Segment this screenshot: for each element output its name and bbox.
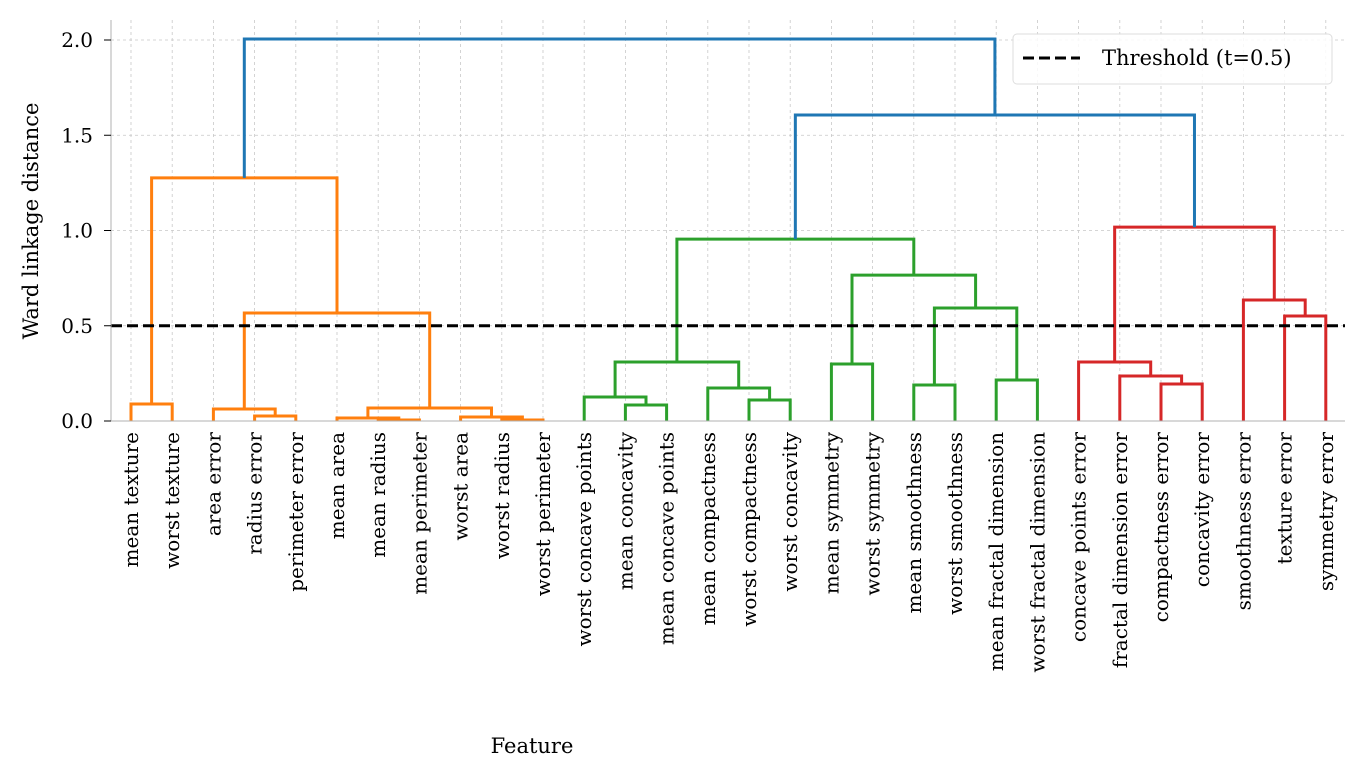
dendrogram-link: [706, 386, 772, 421]
dendrogram-link: [459, 415, 524, 421]
x-tick-label: mean concave points: [655, 432, 679, 645]
x-tick-label: mean area: [325, 432, 349, 539]
x-tick-label: worst symmetry: [861, 431, 885, 595]
x-tick-label: mean radius: [366, 432, 390, 558]
x-tick-label: perimeter error: [284, 432, 308, 592]
x-axis-label: Feature: [491, 734, 574, 758]
x-tick-label: worst concavity: [778, 431, 802, 591]
x-tick-label: mean smoothness: [902, 432, 926, 613]
x-tick-label: mean symmetry: [819, 431, 843, 594]
dendrogram-link: [613, 360, 741, 397]
dendrogram-link: [242, 37, 997, 178]
y-tick-label: 1.0: [61, 219, 93, 243]
x-tick-label: worst radius: [490, 432, 514, 559]
dendrogram-link: [994, 378, 1039, 421]
x-tick-label: worst fractal dimension: [1025, 432, 1049, 673]
x-tick-label: mean texture: [119, 432, 143, 567]
dendrogram-link: [211, 407, 277, 421]
x-tick-label: texture error: [1273, 432, 1297, 565]
dendrogram-link: [582, 395, 648, 421]
x-tick-label: radius error: [243, 432, 267, 555]
y-tick-label: 2.0: [61, 28, 93, 52]
dendrogram-link: [675, 237, 916, 362]
dendrogram-links: [129, 37, 1328, 422]
dendrogram-link: [747, 398, 792, 421]
y-tick-label: 0.5: [61, 314, 93, 338]
x-ticks: mean texture worst texture area error radiu…: [119, 431, 1338, 672]
legend: Threshold (t=0.5): [1012, 33, 1333, 85]
x-tick-label: mean compactness: [696, 432, 720, 625]
x-tick-label: mean concavity: [613, 431, 637, 590]
dendrogram-link: [623, 403, 669, 421]
x-tick-label: mean fractal dimension: [984, 432, 1008, 671]
legend-box: [1012, 33, 1333, 85]
x-tick-label: fractal dimension error: [1108, 432, 1132, 669]
dendrogram-link: [242, 311, 432, 409]
dendrogram-link: [932, 306, 1019, 385]
x-tick-label: symmetry error: [1314, 432, 1338, 592]
legend-threshold-label: Threshold (t=0.5): [1102, 46, 1292, 70]
dendrogram-link: [1077, 360, 1153, 421]
x-tick-label: worst texture: [160, 432, 184, 569]
dendrogram-link: [1241, 298, 1307, 421]
dendrogram-link: [912, 383, 957, 421]
dendrogram-link: [829, 362, 875, 421]
x-tick-label: concavity error: [1190, 432, 1214, 588]
x-tick-label: area error: [201, 432, 225, 537]
y-ticks: 0.0 0.5 1.0 1.5 2.0: [61, 28, 111, 433]
dendrogram-link: [1283, 314, 1328, 421]
dendrogram-link: [1159, 382, 1204, 421]
x-tick-label: worst area: [449, 432, 473, 541]
y-axis-label: Ward linkage distance: [19, 103, 43, 340]
y-tick-label: 0.0: [61, 409, 93, 433]
x-tick-label: worst compactness: [737, 432, 761, 627]
x-tick-label: compactness error: [1149, 432, 1173, 623]
dendrogram-link: [1113, 225, 1276, 362]
x-tick-label: smoothness error: [1231, 432, 1255, 611]
x-tick-label: worst concave points: [572, 432, 596, 647]
y-tick-label: 1.5: [61, 123, 93, 147]
x-tick-label: mean perimeter: [407, 432, 431, 595]
dendrogram-link: [253, 414, 298, 421]
dendrogram-link: [793, 113, 1196, 240]
x-tick-label: concave points error: [1067, 432, 1091, 643]
x-tick-label: worst perimeter: [531, 432, 555, 597]
dendrogram-link: [129, 402, 174, 421]
x-tick-label: worst smoothness: [943, 432, 967, 615]
